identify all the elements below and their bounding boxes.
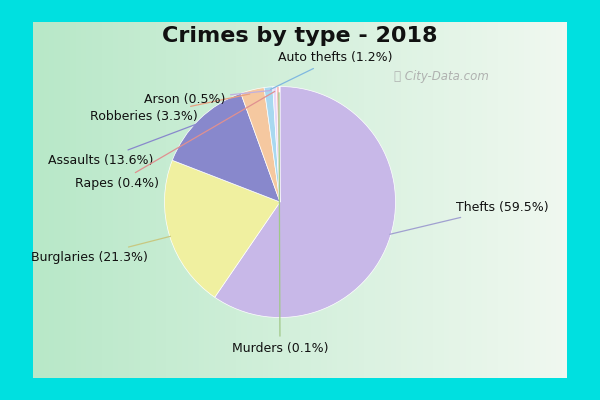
Wedge shape [277,86,280,202]
Text: Auto thefts (1.2%): Auto thefts (1.2%) [271,52,392,89]
Text: Murders (0.1%): Murders (0.1%) [232,93,328,355]
Wedge shape [215,86,395,318]
Text: Crimes by type - 2018: Crimes by type - 2018 [162,26,438,46]
Text: Rapes (0.4%): Rapes (0.4%) [75,91,275,190]
Wedge shape [172,93,280,202]
Text: Arson (0.5%): Arson (0.5%) [143,90,271,106]
Text: ⓘ City-Data.com: ⓘ City-Data.com [394,70,489,83]
Text: Assaults (13.6%): Assaults (13.6%) [48,123,199,167]
Wedge shape [164,160,280,297]
Wedge shape [264,87,280,202]
Text: Robberies (3.3%): Robberies (3.3%) [90,94,250,123]
Wedge shape [241,88,280,202]
Text: Burglaries (21.3%): Burglaries (21.3%) [31,236,170,264]
Wedge shape [279,86,280,202]
Wedge shape [273,86,280,202]
Text: Thefts (59.5%): Thefts (59.5%) [390,201,548,234]
